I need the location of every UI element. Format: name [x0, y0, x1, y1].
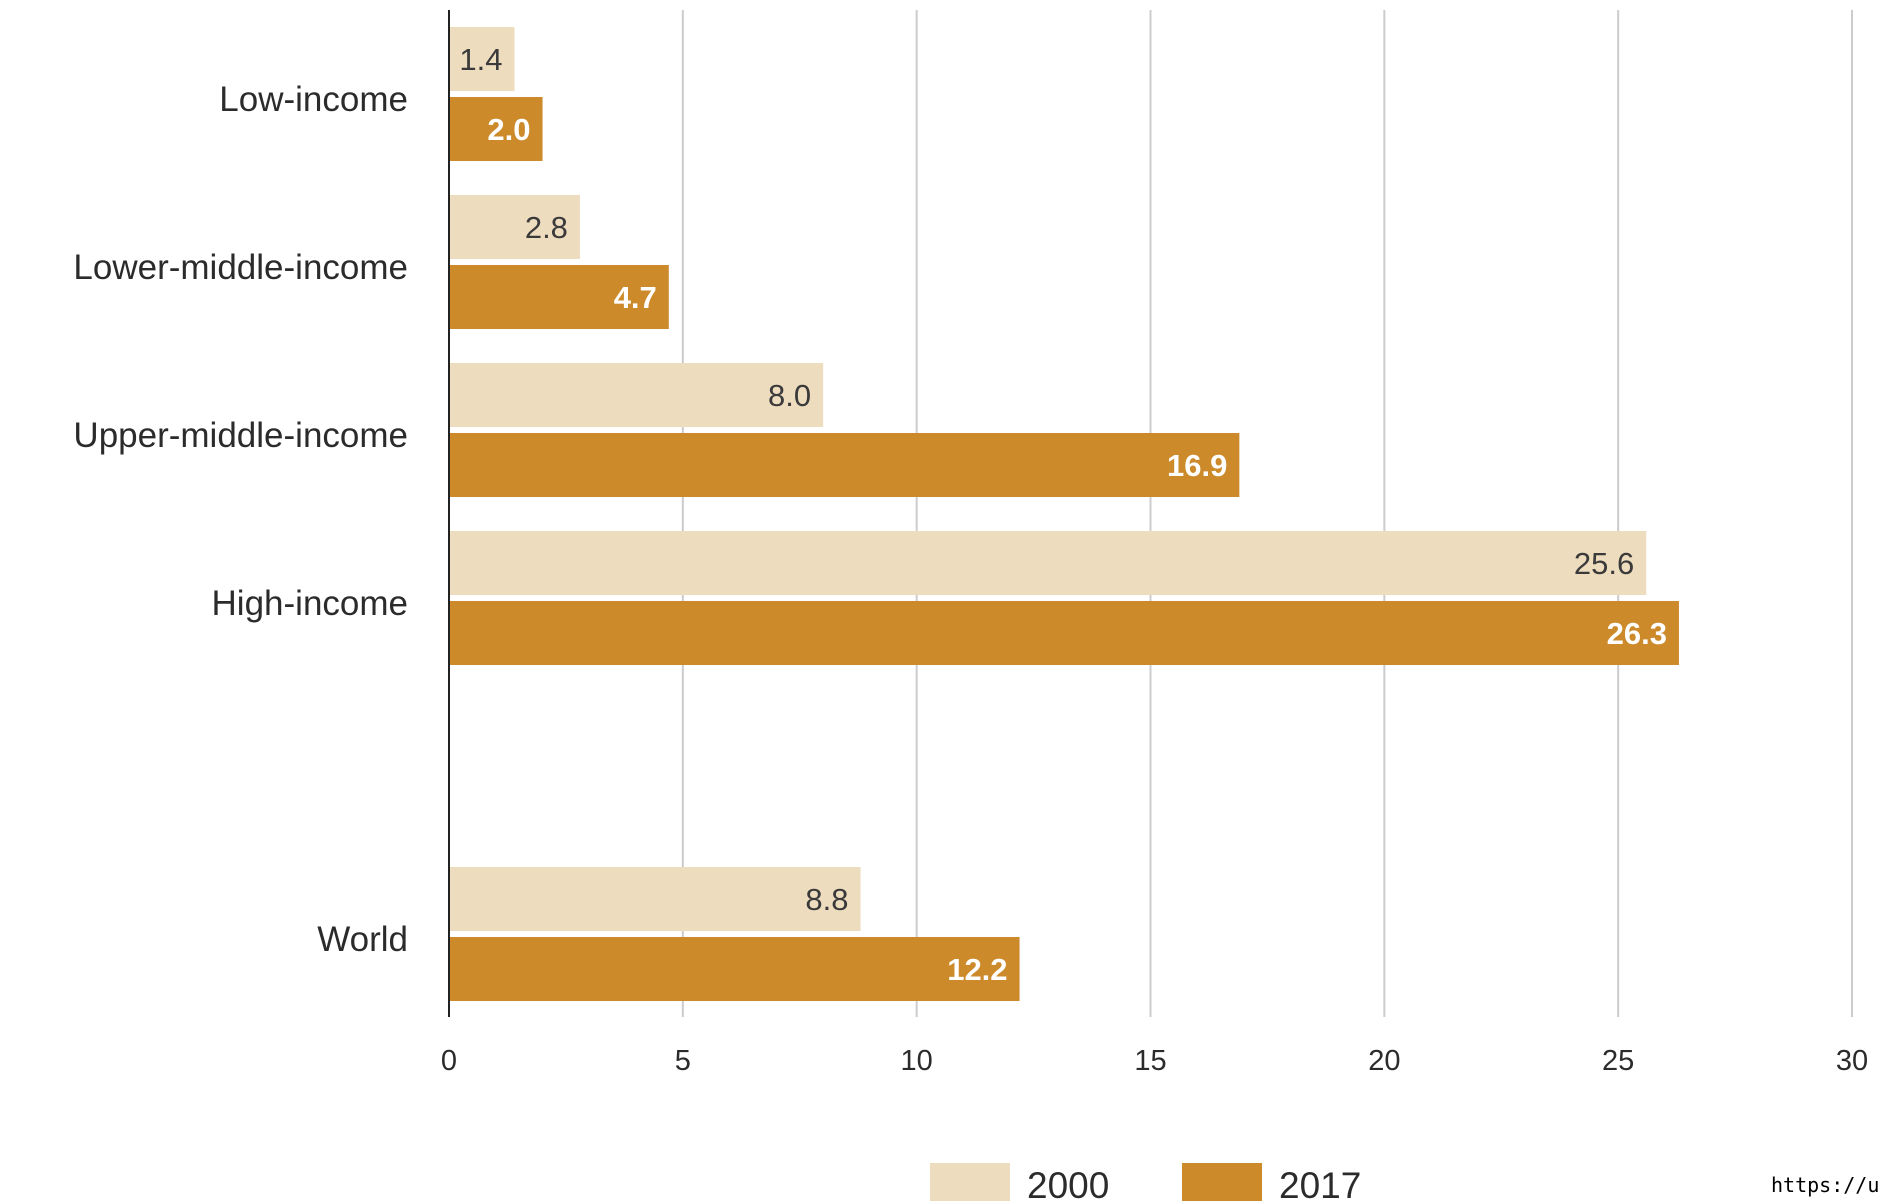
bar-2017-low-income: [449, 97, 543, 161]
bar-2000-lower-middle-income: [449, 195, 580, 259]
bar-2017-world: [449, 937, 1020, 1001]
data-label-2017: 2.0: [487, 112, 530, 147]
bar-2017-upper-middle-income: [449, 433, 1240, 497]
bar-2000-world: [449, 867, 861, 931]
category-label: Low-income: [219, 80, 408, 119]
data-label-2000: 8.0: [768, 378, 811, 413]
data-label-2000: 25.6: [1574, 546, 1634, 581]
category-label: High-income: [212, 584, 408, 623]
category-label: World: [317, 920, 408, 959]
category-label: Upper-middle-income: [73, 416, 408, 455]
x-tick-label: 10: [901, 1045, 933, 1077]
category-labels: Low-income Lower-middle-income Upper-middl…: [73, 80, 408, 959]
x-axis-tick-labels: 0 5 10 15 20 25 30: [441, 1045, 1868, 1077]
bar-2017-high-income: [449, 601, 1679, 665]
bars: [449, 27, 1679, 1001]
gridlines: [681, 10, 1853, 1017]
legend: 2000 2017: [930, 1163, 1361, 1201]
value-labels: 1.4 2.0 2.8 4.7 8.0 16.9 25.6 26.3 8.8 12.2: [459, 42, 1667, 987]
bar-2000-low-income: [449, 27, 515, 91]
x-tick-label: 0: [441, 1045, 457, 1077]
legend-label-2017: 2017: [1279, 1165, 1361, 1201]
category-label: Lower-middle-income: [73, 248, 408, 287]
legend-label-2000: 2000: [1027, 1165, 1109, 1201]
data-label-2000: 8.8: [805, 882, 848, 917]
x-tick-label: 15: [1134, 1045, 1166, 1077]
x-tick-label: 5: [675, 1045, 691, 1077]
legend-swatch-2017: [1182, 1163, 1262, 1201]
data-label-2017: 12.2: [947, 952, 1007, 987]
bar-2000-high-income: [449, 531, 1647, 595]
x-tick-label: 30: [1836, 1045, 1868, 1077]
x-tick-label: 25: [1602, 1045, 1634, 1077]
data-label-2000: 1.4: [459, 42, 502, 77]
source-url: https://uns: [1771, 1173, 1878, 1197]
bar-2000-upper-middle-income: [449, 363, 824, 427]
bar-2017-lower-middle-income: [449, 265, 669, 329]
x-tick-label: 20: [1368, 1045, 1400, 1077]
data-label-2017: 4.7: [614, 280, 657, 315]
data-label-2017: 16.9: [1167, 448, 1227, 483]
data-label-2000: 2.8: [525, 210, 568, 245]
legend-swatch-2000: [930, 1163, 1010, 1201]
data-label-2017: 26.3: [1607, 616, 1667, 651]
